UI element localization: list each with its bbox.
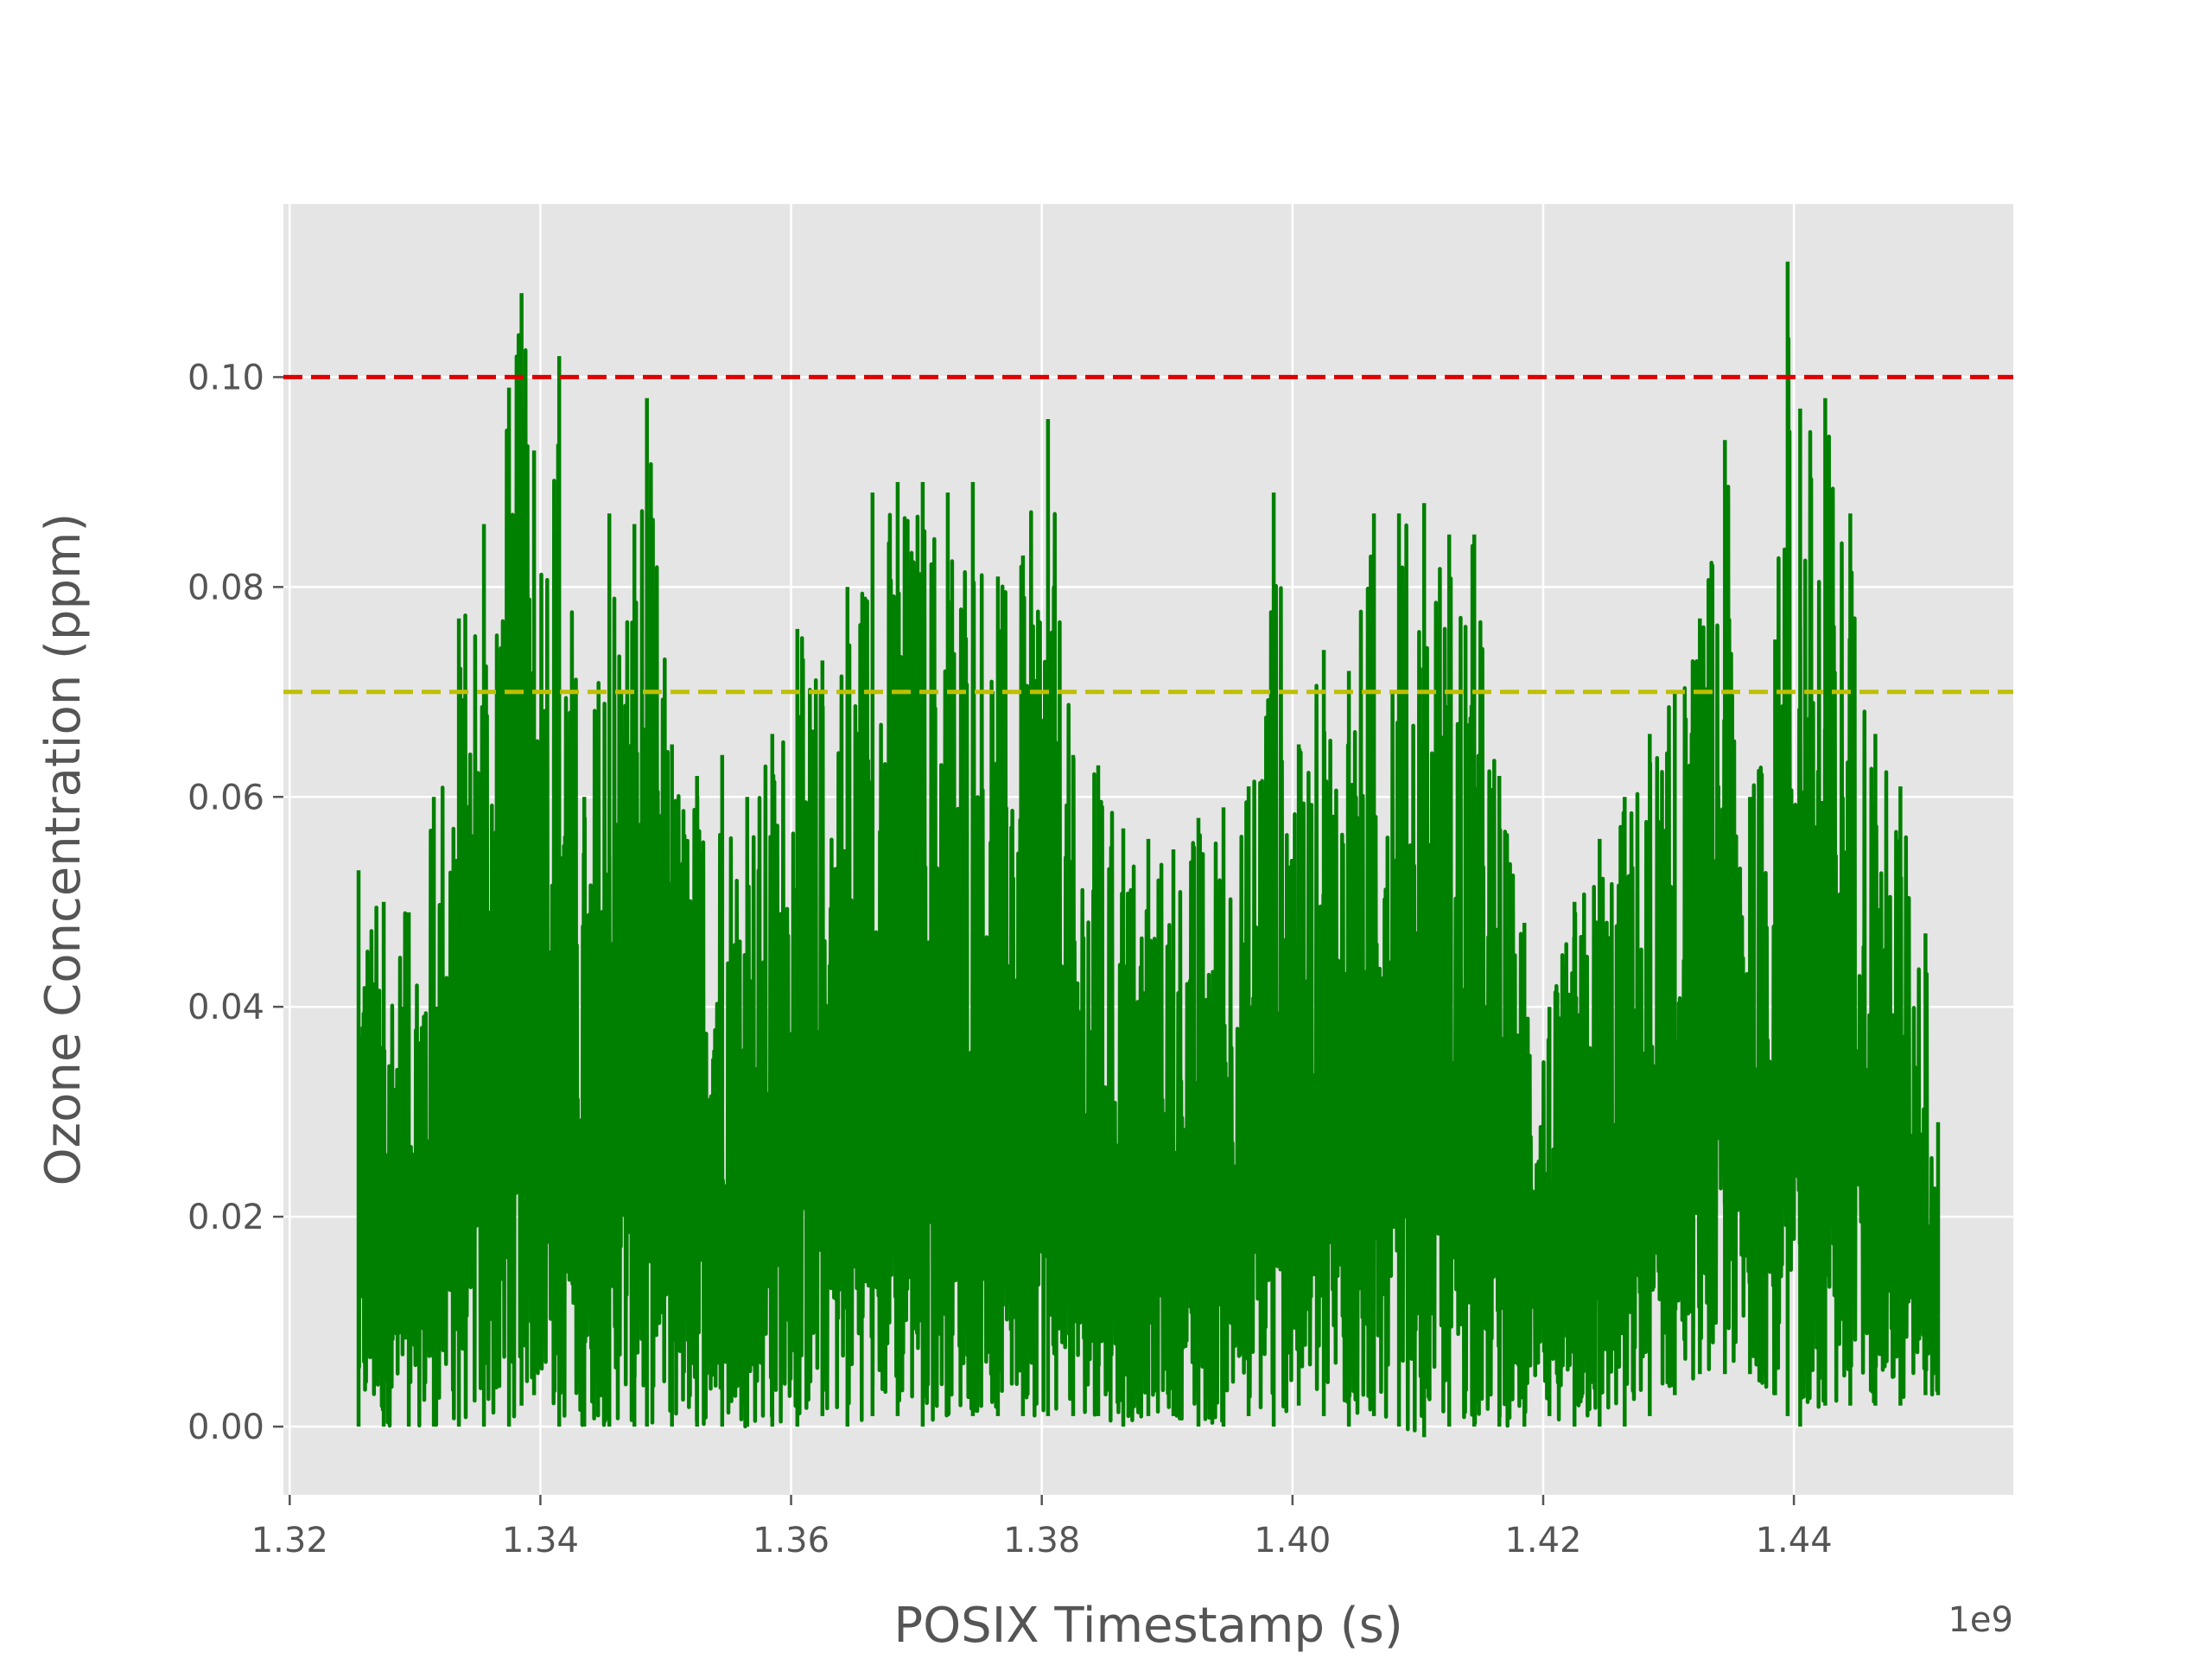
- x-tick-label: 1.36: [753, 1521, 830, 1560]
- y-tick-label: 0.10: [188, 358, 264, 397]
- ozone-series-line: [356, 261, 1941, 1438]
- y-tick-label: 0.00: [188, 1408, 264, 1447]
- x-tick-label: 1.42: [1504, 1521, 1581, 1560]
- x-tick-label: 1.44: [1756, 1521, 1833, 1560]
- series-layer: [356, 261, 1941, 1438]
- x-tick-label: 1.32: [251, 1521, 328, 1560]
- y-tick-label: 0.08: [188, 568, 264, 607]
- x-axis-offset-label: 1e9: [1948, 1600, 2013, 1640]
- y-tick-label: 0.04: [188, 988, 264, 1027]
- x-axis-ticks: 1.32 1.34 1.36 1.38 1.40 1.42 1.44: [251, 1495, 1833, 1560]
- y-tick-label: 0.06: [188, 778, 264, 817]
- y-axis-ticks: 0.00 0.02 0.04 0.06 0.08 0.10: [188, 358, 283, 1447]
- x-tick-label: 1.40: [1254, 1521, 1331, 1560]
- reference-lines: [283, 374, 2013, 695]
- y-tick-label: 0.02: [188, 1198, 264, 1237]
- x-axis-title: POSIX Timestamp (s): [893, 1598, 1402, 1654]
- y-axis-title: Ozone Concentration (ppm): [35, 513, 92, 1186]
- x-tick-label: 1.34: [502, 1521, 579, 1560]
- x-tick-label: 1.38: [1003, 1521, 1080, 1560]
